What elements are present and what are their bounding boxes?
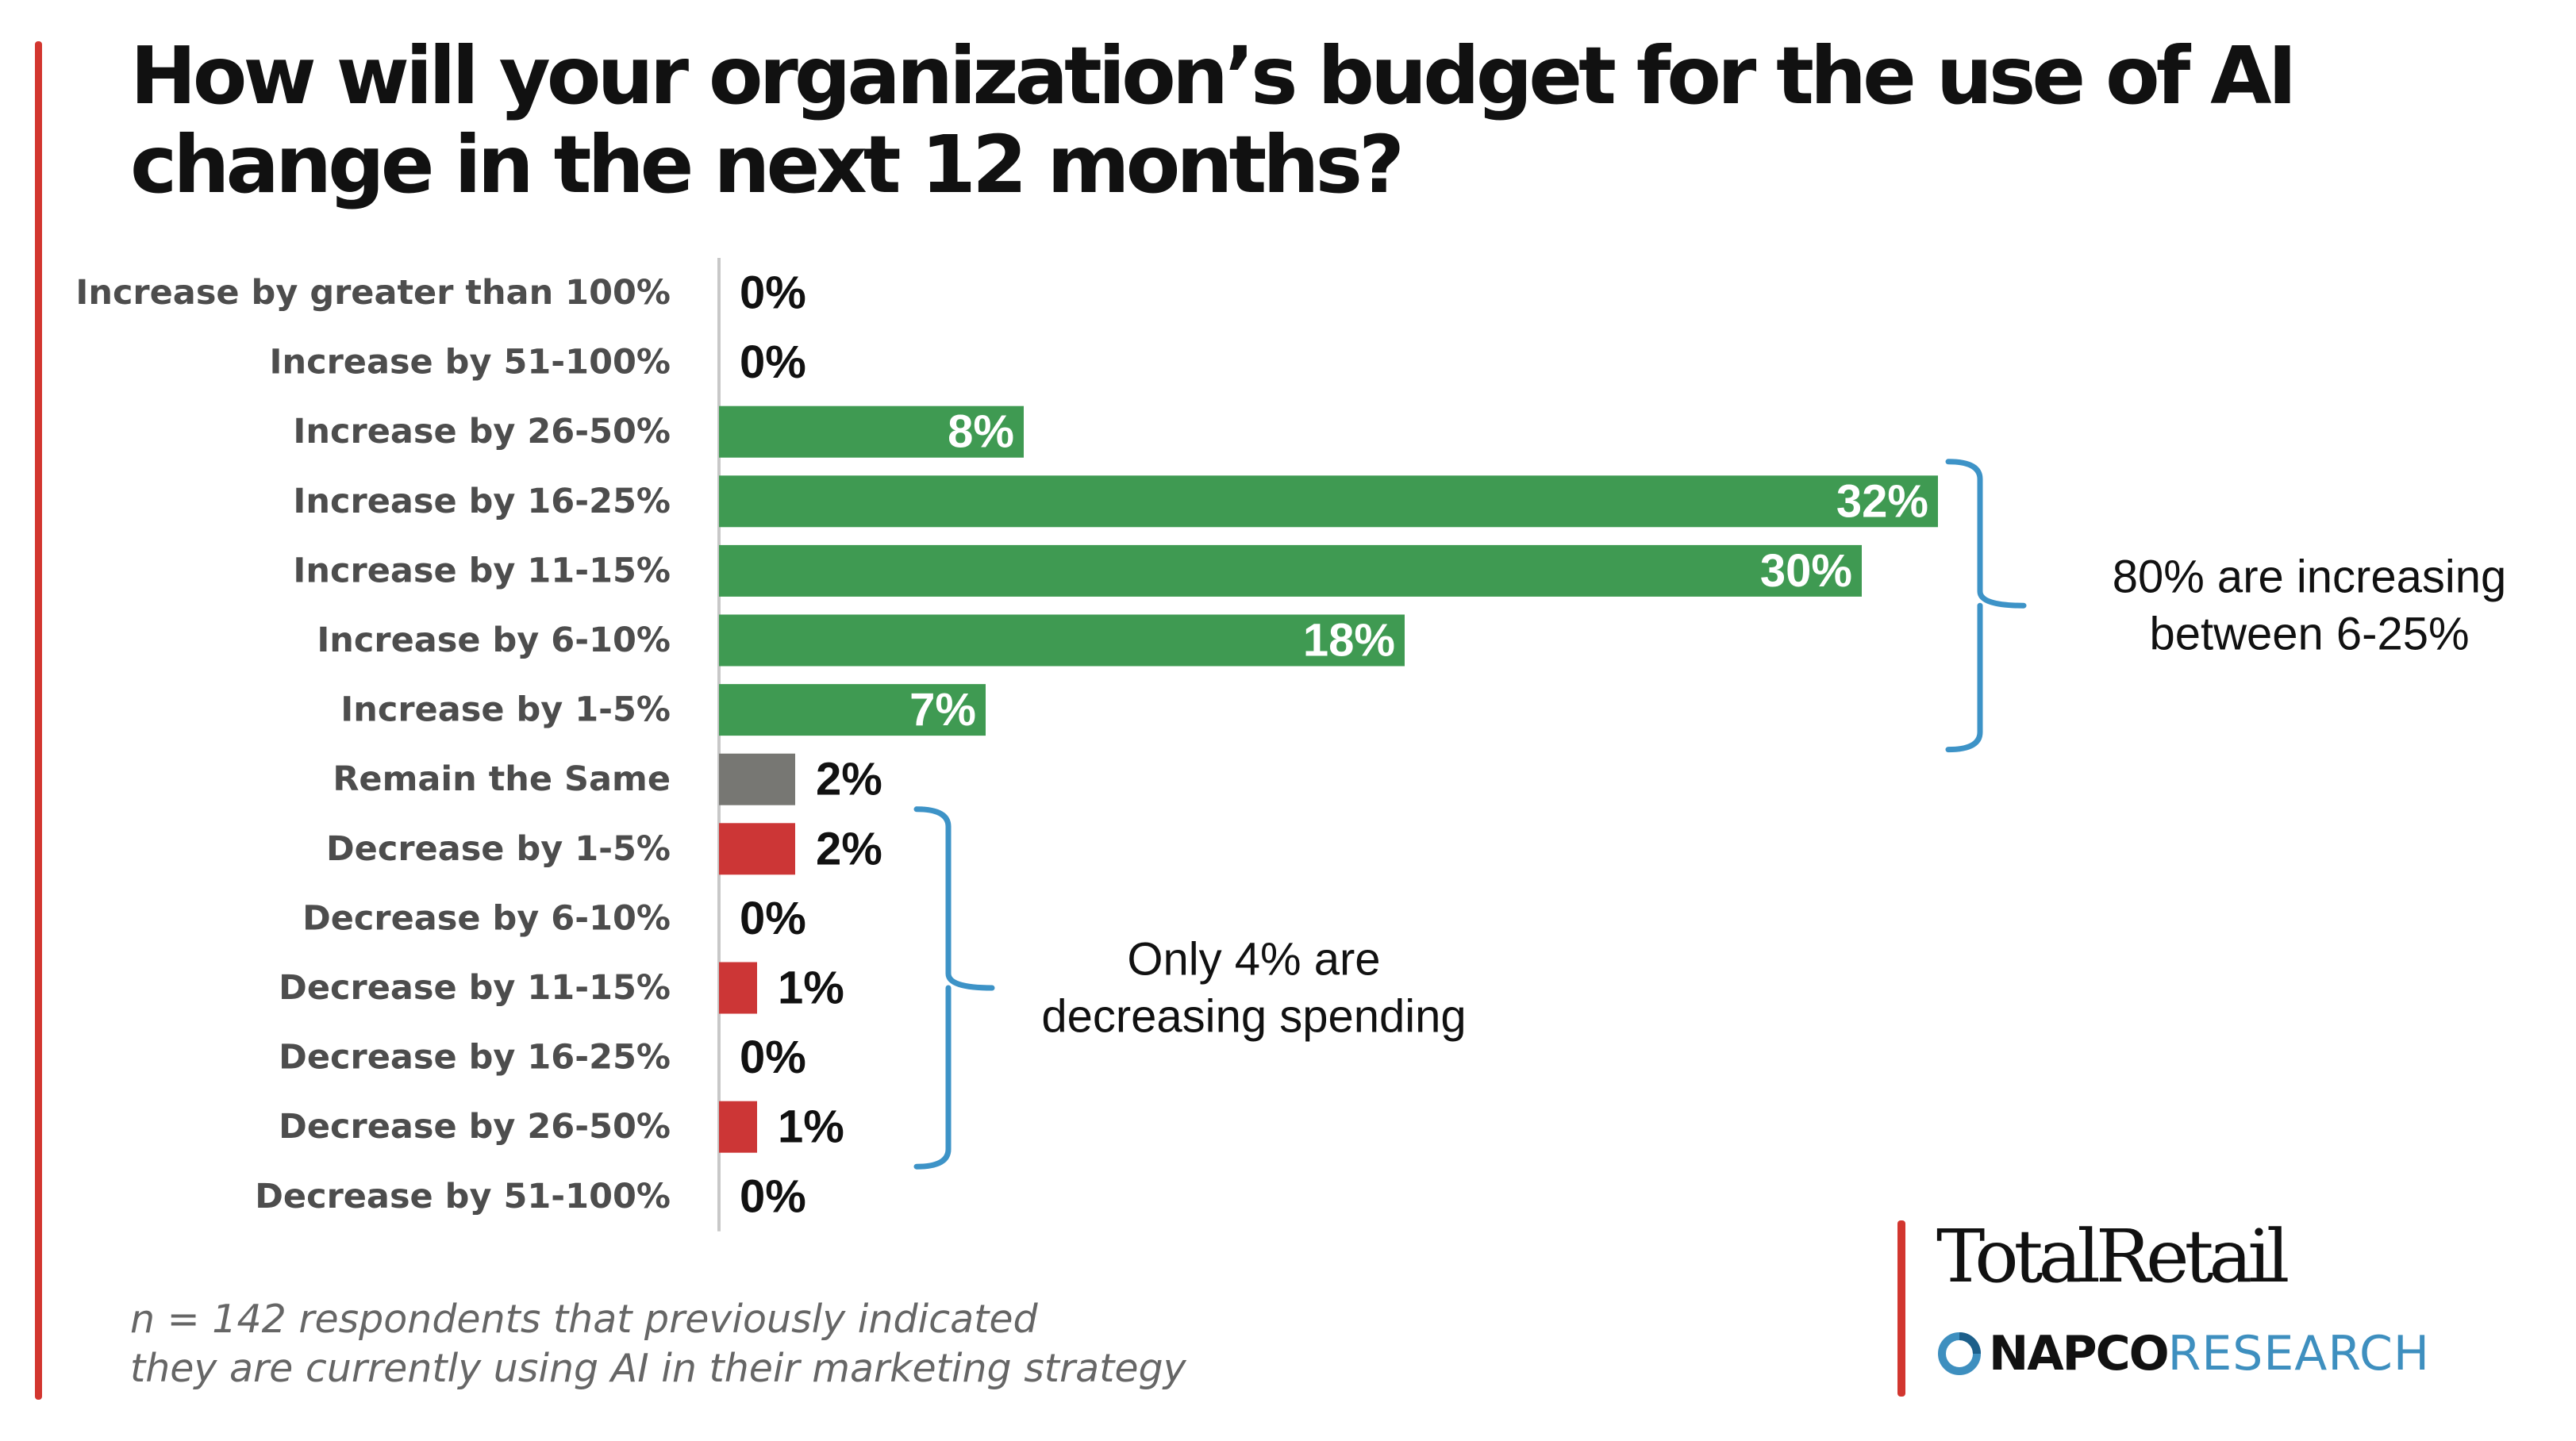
napco-logo-text: NAPCO (1989, 1326, 2170, 1381)
category-label-decrease-by-11-15-pct: Decrease by 11-15% (279, 968, 671, 1008)
category-label-increase-by-11-15-pct: Increase by 11-15% (293, 551, 671, 590)
category-label-decrease-by-1-5-pct: Decrease by 1-5% (326, 829, 671, 869)
napco-ring-icon (1938, 1332, 1981, 1375)
bar-decrease-by-11-15-pct (719, 962, 757, 1014)
sample-note: n = 142 respondents that previously indi… (130, 1295, 1186, 1393)
bar-remain-the-same (719, 753, 795, 805)
value-label-decrease-by-1-5-pct: 2% (816, 823, 882, 874)
value-label-increase-by-greater-than-100-pct: 0% (740, 267, 806, 319)
category-label-decrease-by-51-100-pct: Decrease by 51-100% (255, 1177, 671, 1216)
value-label-decrease-by-51-100-pct: 0% (740, 1170, 806, 1222)
category-label-increase-by-6-10-pct: Increase by 6-10% (317, 621, 671, 660)
left-accent-rule (35, 41, 42, 1400)
category-label-decrease-by-6-10-pct: Decrease by 6-10% (302, 898, 671, 938)
value-label-increase-by-1-5-pct: 7% (909, 684, 976, 736)
bar-increase-by-16-25-pct (719, 475, 1938, 528)
value-label-increase-by-6-10-pct: 18% (1303, 615, 1395, 667)
value-label-remain-the-same: 2% (816, 754, 882, 805)
annotation-decreasing-line-2: decreasing spending (1041, 991, 1466, 1043)
category-label-increase-by-16-25-pct: Increase by 16-25% (293, 482, 671, 521)
annotation-decreasing-line-1: Only 4% are (1127, 934, 1380, 986)
value-label-increase-by-16-25-pct: 32% (1836, 475, 1928, 527)
bar-decrease-by-26-50-pct (719, 1101, 757, 1153)
brand-accent-rule (1897, 1220, 1905, 1397)
value-label-decrease-by-6-10-pct: 0% (740, 893, 806, 944)
annotation-increasing-line-1: 80% are increasing (2113, 551, 2507, 603)
value-label-decrease-by-16-25-pct: 0% (740, 1032, 806, 1083)
bar-increase-by-11-15-pct (719, 544, 1862, 597)
category-label-increase-by-26-50-pct: Increase by 26-50% (293, 412, 671, 452)
bar-increase-by-1-5-pct (719, 684, 986, 736)
value-label-increase-by-26-50-pct: 8% (948, 406, 1014, 458)
annotation-increasing-line-2: between 6-25% (2149, 609, 2469, 660)
category-label-increase-by-1-5-pct: Increase by 1-5% (340, 690, 671, 730)
category-label-decrease-by-26-50-pct: Decrease by 26-50% (279, 1107, 671, 1147)
value-label-decrease-by-26-50-pct: 1% (778, 1101, 844, 1153)
bracket-decreasing (913, 806, 995, 1170)
sample-note-line-2: they are currently using AI in their mar… (130, 1346, 1186, 1391)
value-label-increase-by-11-15-pct: 30% (1760, 545, 1852, 597)
category-label-remain-the-same: Remain the Same (333, 759, 671, 799)
category-label-increase-by-greater-than-100-pct: Increase by greater than 100% (75, 273, 671, 313)
chart-title: How will your organization’s budget for … (130, 29, 2297, 211)
napco-research-logo: NAPCO RESEARCH (1936, 1322, 2430, 1385)
category-label-increase-by-51-100-pct: Increase by 51-100% (269, 343, 671, 382)
bar-increase-by-26-50-pct (719, 405, 1024, 458)
value-label-increase-by-51-100-pct: 0% (740, 336, 806, 388)
value-label-decrease-by-11-15-pct: 1% (778, 963, 844, 1014)
total-retail-logo: TotalRetail (1936, 1214, 2290, 1299)
bar-decrease-by-1-5-pct (719, 823, 795, 875)
bar-increase-by-6-10-pct (719, 614, 1405, 667)
research-logo-text: RESEARCH (2167, 1326, 2431, 1381)
sample-note-line-1: n = 142 respondents that previously indi… (130, 1297, 1038, 1342)
category-label-decrease-by-16-25-pct: Decrease by 16-25% (279, 1038, 671, 1078)
bracket-increasing (1945, 459, 2027, 753)
